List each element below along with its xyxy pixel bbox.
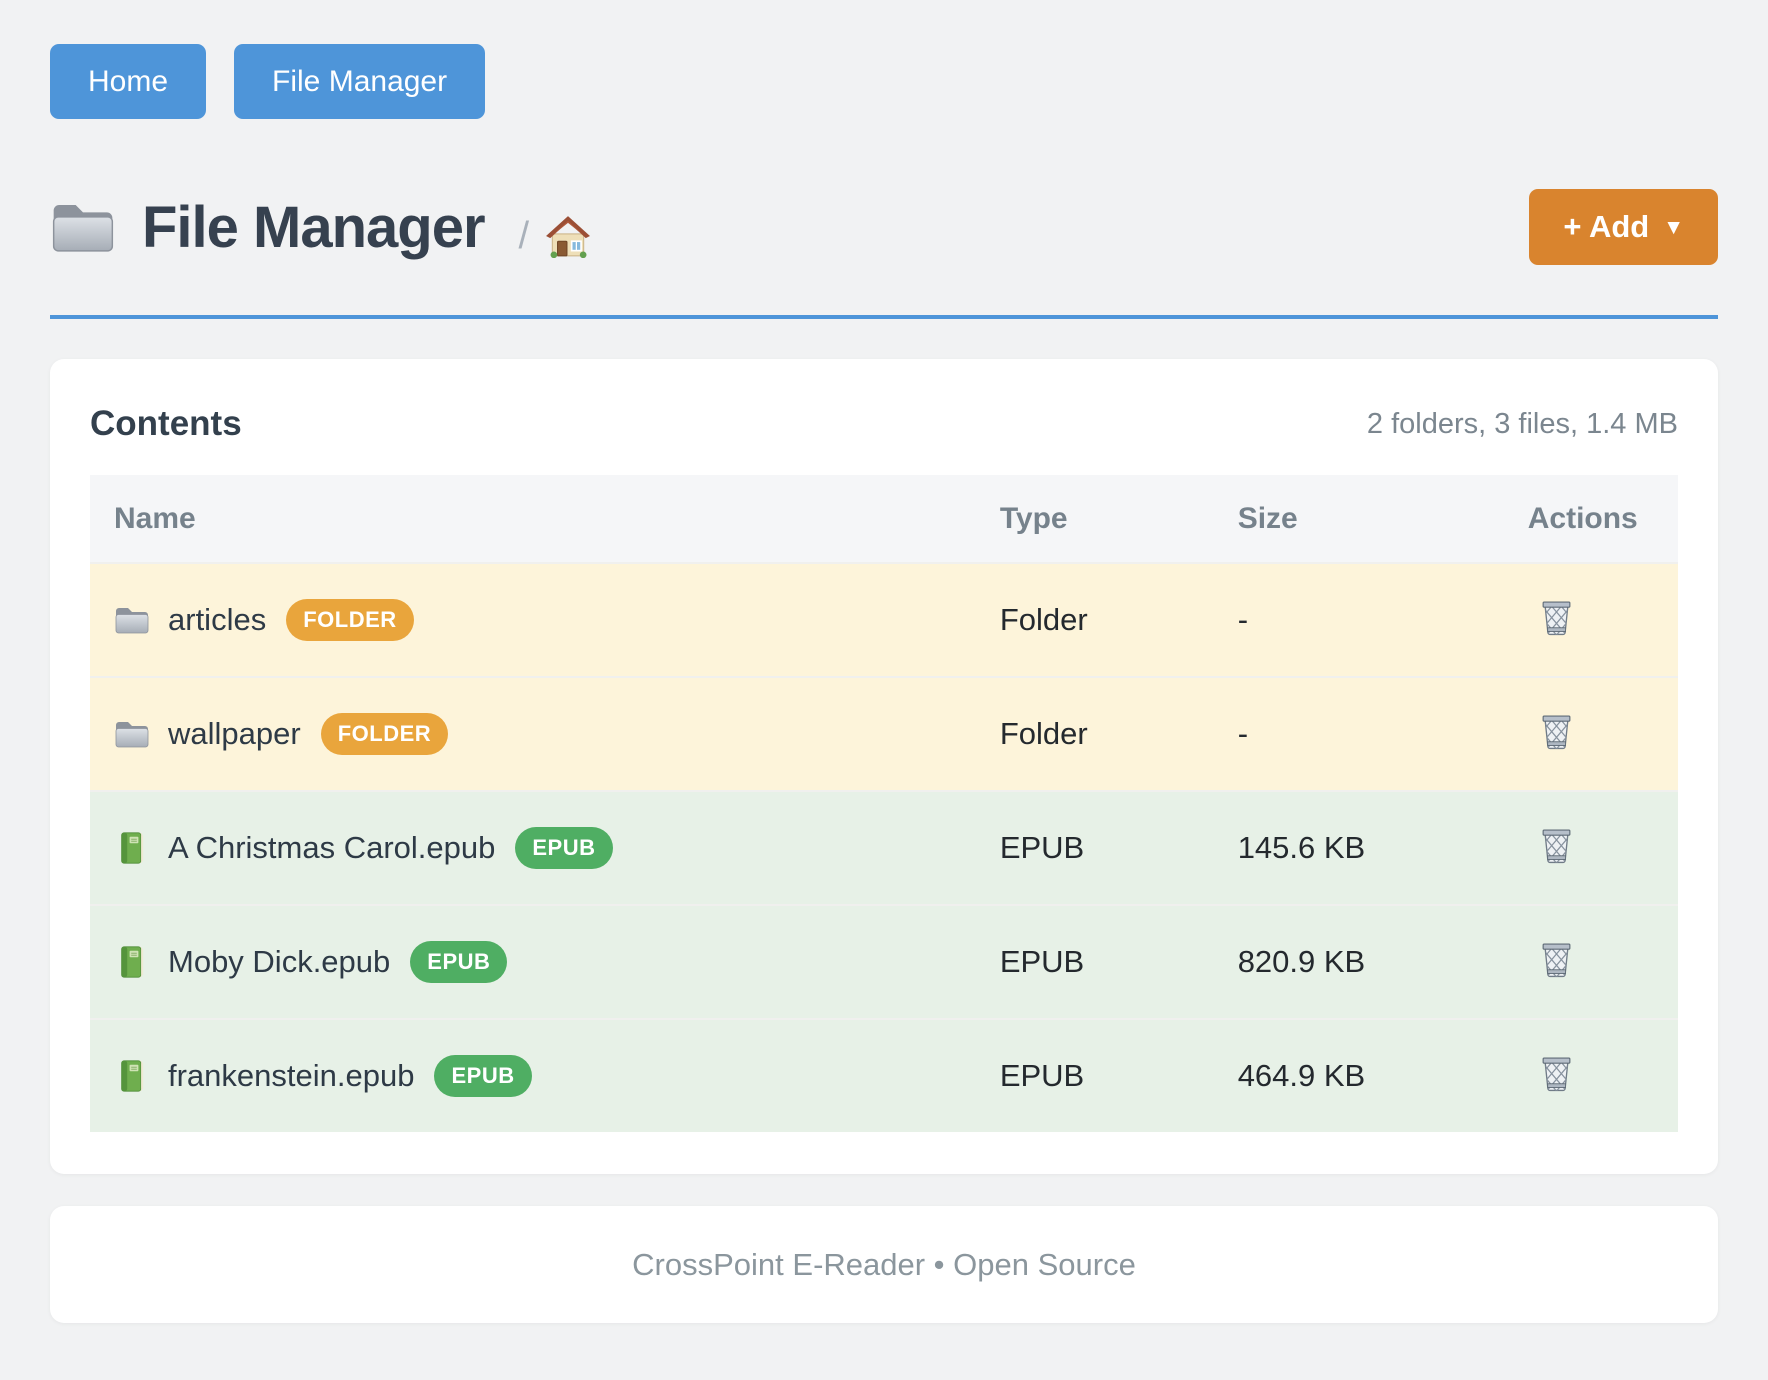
type-badge: FOLDER <box>320 713 449 755</box>
table-row: frankenstein.epub EPUB EPUB 464.9 KB <box>90 1019 1678 1132</box>
trash-icon <box>1538 1054 1575 1094</box>
file-size: - <box>1237 602 1249 637</box>
type-badge: FOLDER <box>286 599 414 641</box>
file-table-body: articles FOLDER Folder - <box>90 563 1678 1132</box>
folder-icon <box>50 199 116 255</box>
book-icon <box>114 832 152 864</box>
delete-button[interactable] <box>1534 708 1579 756</box>
table-row: A Christmas Carol.epub EPUB EPUB 145.6 K… <box>90 791 1678 905</box>
trash-icon <box>1538 826 1575 866</box>
file-name[interactable]: frankenstein.epub <box>168 1058 415 1093</box>
trash-icon <box>1538 940 1575 980</box>
file-name[interactable]: articles <box>168 602 267 637</box>
chevron-down-icon: ▼ <box>1663 216 1684 239</box>
file-size: 464.9 KB <box>1237 1058 1366 1093</box>
contents-summary: 2 folders, 3 files, 1.4 MB <box>1366 407 1678 440</box>
contents-title: Contents <box>90 404 242 443</box>
file-type: EPUB <box>999 1058 1085 1093</box>
file-type: EPUB <box>999 944 1085 979</box>
file-type: EPUB <box>999 830 1085 865</box>
page: Home File Manager File Manager / <box>50 44 1718 1323</box>
file-manager-button[interactable]: File Manager <box>234 44 486 119</box>
contents-card: Contents 2 folders, 3 files, 1.4 MB Name… <box>50 359 1718 1174</box>
type-badge: EPUB <box>434 1055 532 1097</box>
home-button[interactable]: Home <box>50 44 207 119</box>
file-name[interactable]: wallpaper <box>168 716 301 751</box>
top-nav: Home File Manager <box>50 44 1718 119</box>
add-button[interactable]: + Add ▼ <box>1529 189 1718 265</box>
file-name[interactable]: A Christmas Carol.epub <box>168 830 496 865</box>
table-row: wallpaper FOLDER Folder - <box>90 677 1678 791</box>
column-header-size: Size <box>1237 475 1528 563</box>
delete-button[interactable] <box>1534 1050 1579 1098</box>
type-badge: EPUB <box>515 827 613 869</box>
table-header-row: Name Type Size Actions <box>90 475 1678 563</box>
folder-icon <box>114 718 152 750</box>
trash-icon <box>1538 712 1575 752</box>
book-icon <box>114 1060 152 1092</box>
delete-button[interactable] <box>1534 822 1579 870</box>
footer-text: CrossPoint E-Reader • Open Source <box>632 1246 1136 1282</box>
page-title: File Manager <box>142 194 486 260</box>
type-badge: EPUB <box>410 941 508 983</box>
title-divider <box>50 315 1718 319</box>
column-header-type: Type <box>999 475 1238 563</box>
breadcrumb: / <box>519 214 592 258</box>
file-type: Folder <box>999 602 1088 637</box>
folder-icon <box>114 604 152 636</box>
house-icon[interactable] <box>545 214 591 258</box>
table-row: articles FOLDER Folder - <box>90 563 1678 677</box>
trash-icon <box>1538 598 1575 638</box>
file-size: 145.6 KB <box>1237 830 1366 865</box>
file-type: Folder <box>999 716 1088 751</box>
table-row: Moby Dick.epub EPUB EPUB 820.9 KB <box>90 905 1678 1019</box>
breadcrumb-separator: / <box>518 214 530 257</box>
column-header-name: Name <box>90 475 1000 563</box>
file-size: 820.9 KB <box>1237 944 1366 979</box>
add-button-label: + Add <box>1563 209 1650 244</box>
footer: CrossPoint E-Reader • Open Source <box>50 1206 1718 1323</box>
page-header: File Manager / + Add ▼ <box>50 189 1718 265</box>
file-table: Name Type Size Actions articles FOLDER <box>90 475 1678 1132</box>
file-name[interactable]: Moby Dick.epub <box>168 944 391 979</box>
delete-button[interactable] <box>1534 594 1579 642</box>
delete-button[interactable] <box>1534 936 1579 984</box>
book-icon <box>114 946 152 978</box>
file-size: - <box>1237 716 1249 751</box>
column-header-actions: Actions <box>1527 475 1678 563</box>
